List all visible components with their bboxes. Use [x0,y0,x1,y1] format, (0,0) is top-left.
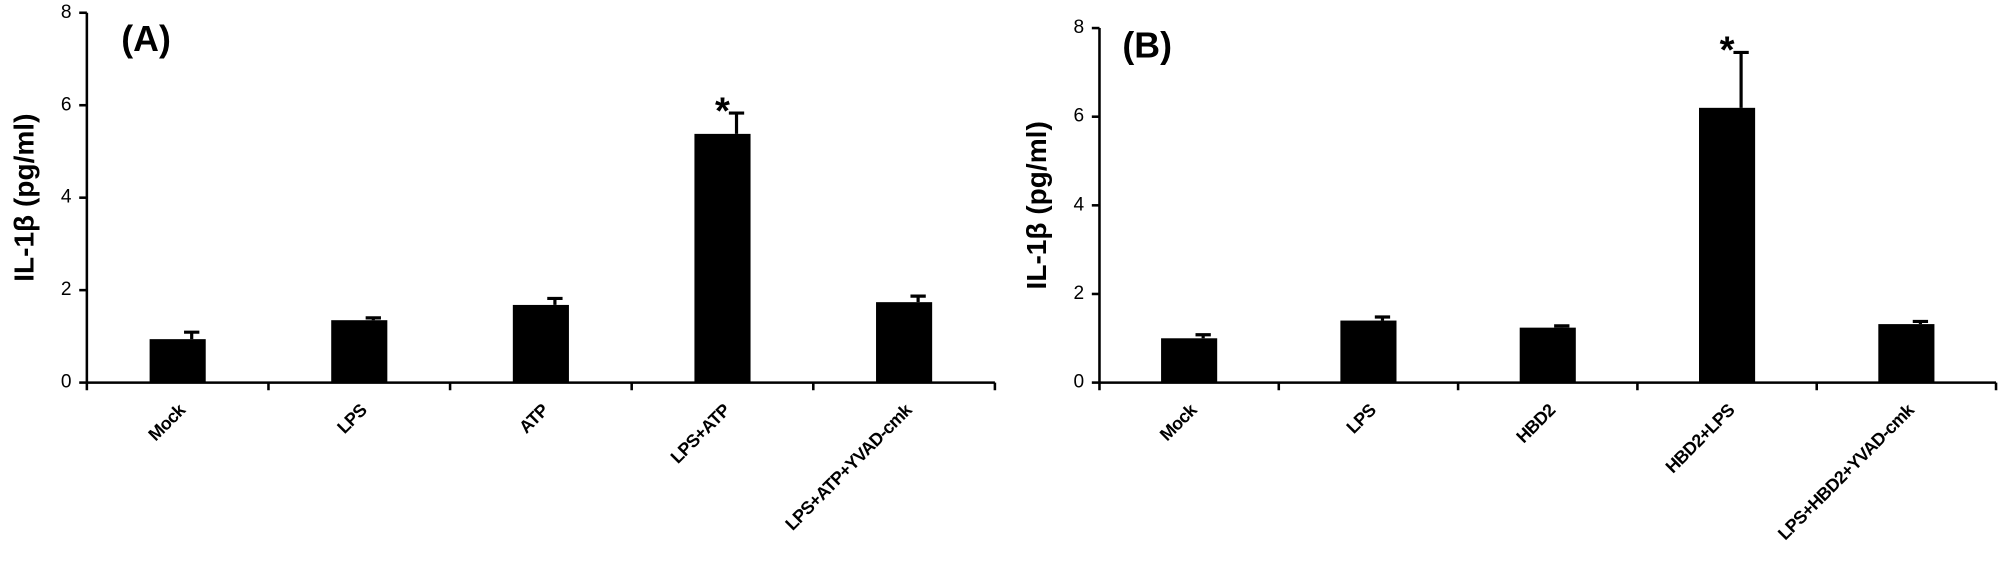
y-tick-label: 6 [61,94,72,115]
error-bar [184,330,200,340]
error-bar [1733,50,1749,108]
y-tick-label: 4 [1074,194,1085,215]
y-tick-label: 4 [61,187,72,208]
error-bar [365,316,381,321]
x-tick-label: HBD2+LPS [1662,400,1739,477]
error-bar [1195,333,1211,339]
error-bar [1554,324,1570,328]
bar [1161,338,1218,383]
bar [1699,107,1756,383]
error-bar [1374,315,1391,321]
x-tick-label: LPS+HBD2+YVAD-cmk [1774,400,1918,544]
y-tick-label: 2 [61,279,72,300]
x-tick-label: ATP [515,400,553,438]
bar [1519,327,1576,383]
bar [331,320,388,383]
panel-title: (B) [1122,25,1172,65]
bar [149,339,206,383]
x-tick-label: Mock [144,400,189,445]
error-bar [910,294,926,303]
error-bar [728,111,745,134]
x-tick-label: LPS [1342,400,1380,438]
error-bar [1912,319,1929,325]
y-tick-label: 2 [1074,283,1085,304]
significance-marker: * [715,89,730,132]
bar [512,304,569,383]
x-tick-label: Mock [1156,400,1201,445]
error-bar [547,296,563,305]
x-tick-label: LPS [333,400,371,438]
y-tick-label: 6 [1074,106,1085,127]
x-tick-label: LPS+ATP+YVAD-cmk [781,400,916,535]
y-tick-label: 8 [1074,17,1085,38]
y-tick-label: 0 [1074,372,1085,393]
significance-marker: * [1720,29,1735,72]
y-axis-label: IL-1β (pg/ml) [8,114,39,282]
y-tick-label: 0 [61,372,72,393]
y-axis-label: IL-1β (pg/ml) [1021,121,1052,289]
y-tick-label: 8 [61,2,72,23]
x-tick-label: LPS+ATP [667,400,735,468]
panel-title: (A) [121,19,171,59]
bar [1878,324,1935,383]
bar [694,133,751,383]
x-tick-label: HBD2 [1512,400,1559,447]
bar [876,302,933,383]
bar [1340,320,1397,383]
